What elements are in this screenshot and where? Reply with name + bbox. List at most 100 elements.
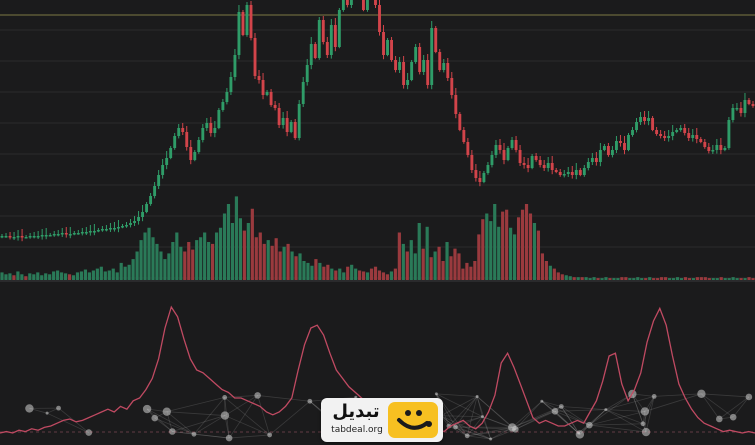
network-node — [640, 421, 646, 427]
network-node — [745, 393, 753, 401]
volume-bar — [8, 273, 12, 280]
candle-body — [337, 10, 341, 47]
candle-body — [510, 140, 514, 148]
network-link — [436, 393, 478, 397]
candle-body — [598, 150, 602, 162]
candle-body — [366, 0, 369, 10]
candle-body — [56, 234, 60, 236]
candle-body — [615, 141, 618, 150]
candle-body — [442, 63, 446, 70]
volume-bar — [532, 223, 537, 280]
network-link — [589, 411, 646, 426]
volume-bar — [544, 261, 548, 280]
volume-bar — [580, 277, 584, 280]
candle-body — [578, 170, 582, 175]
network-link — [440, 415, 483, 418]
network-link — [146, 408, 195, 435]
network-link — [455, 416, 483, 428]
volume-bar — [75, 272, 80, 280]
volume-bar — [314, 259, 318, 280]
volume-bar — [12, 275, 16, 280]
volume-bar — [636, 277, 640, 280]
network-link — [644, 393, 702, 412]
volume-bar — [445, 242, 449, 280]
network-node — [640, 407, 650, 416]
candle-body — [474, 170, 478, 178]
network-link — [467, 427, 513, 437]
volume-bar — [123, 266, 127, 280]
volume-bar — [278, 251, 282, 280]
candle-body — [277, 108, 281, 125]
candle-body — [655, 130, 659, 134]
volume-bar — [52, 271, 56, 280]
volume-bar — [675, 277, 680, 280]
volume-bar — [286, 243, 290, 280]
candle-body — [321, 20, 325, 42]
volume-bar — [552, 268, 556, 280]
candle-body — [554, 170, 558, 172]
candle-body — [229, 77, 233, 92]
network-link — [560, 406, 579, 434]
candle-body — [699, 139, 703, 142]
volume-bar — [214, 232, 219, 280]
volume-bar — [238, 218, 242, 280]
candle-body — [249, 5, 253, 38]
volume-bar — [250, 208, 254, 280]
volume-bar — [0, 272, 4, 280]
volume-bar — [28, 273, 32, 280]
network-link — [701, 393, 749, 398]
network-node — [222, 395, 228, 400]
network-node — [651, 393, 657, 399]
volume-bar — [373, 266, 378, 280]
volume-bar — [159, 251, 163, 280]
candle-body — [506, 148, 510, 160]
candle-body — [386, 40, 389, 55]
candle-body — [193, 152, 197, 160]
candle-body — [422, 60, 426, 72]
volume-bar — [628, 278, 632, 280]
candle-body — [438, 52, 442, 70]
candle-body — [129, 223, 132, 225]
network-link — [732, 396, 750, 418]
network-node — [307, 398, 313, 404]
network-link — [466, 416, 483, 437]
candle-body — [108, 228, 112, 230]
candle-body — [414, 47, 418, 62]
volume-bar — [131, 259, 135, 280]
network-link — [511, 400, 543, 428]
price-candles — [0, 0, 755, 242]
candle-body — [679, 128, 683, 130]
network-node — [25, 404, 34, 413]
network-node — [575, 430, 585, 439]
candle-body — [606, 146, 610, 155]
network-link — [719, 396, 750, 420]
candle-body — [361, 0, 365, 10]
network-link — [579, 409, 607, 435]
candle-body — [48, 235, 52, 237]
network-link — [455, 426, 516, 430]
volume-bar — [67, 274, 72, 280]
network-link — [448, 396, 478, 427]
candle-body — [100, 229, 104, 231]
brand-url: tabdeal.org — [331, 425, 383, 435]
network-link — [512, 410, 556, 428]
network-link — [554, 409, 606, 412]
volume-bar — [163, 259, 167, 280]
candle-body — [394, 60, 398, 70]
network-link — [172, 431, 195, 435]
volume-bar — [298, 253, 302, 280]
candle-body — [80, 232, 84, 234]
volume-bar — [107, 270, 111, 280]
candle-body — [84, 232, 88, 234]
candle-body — [60, 233, 64, 235]
volume-bar — [485, 213, 489, 280]
volume-bar — [592, 277, 596, 280]
candle-body — [201, 128, 205, 140]
network-link — [467, 435, 491, 440]
candle-body — [213, 128, 217, 133]
candle-body — [546, 163, 550, 168]
volume-bar — [437, 246, 441, 280]
network-link — [476, 396, 492, 440]
volume-bar — [203, 232, 207, 280]
volume-bar — [699, 277, 703, 280]
